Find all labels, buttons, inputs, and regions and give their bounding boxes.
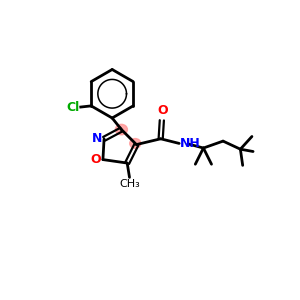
Text: N: N bbox=[92, 132, 102, 145]
Text: Cl: Cl bbox=[66, 100, 80, 113]
Ellipse shape bbox=[130, 139, 141, 148]
Ellipse shape bbox=[116, 124, 128, 135]
Text: NH: NH bbox=[180, 137, 201, 150]
Text: O: O bbox=[157, 104, 168, 117]
Text: O: O bbox=[91, 153, 101, 166]
Text: CH₃: CH₃ bbox=[119, 179, 140, 189]
